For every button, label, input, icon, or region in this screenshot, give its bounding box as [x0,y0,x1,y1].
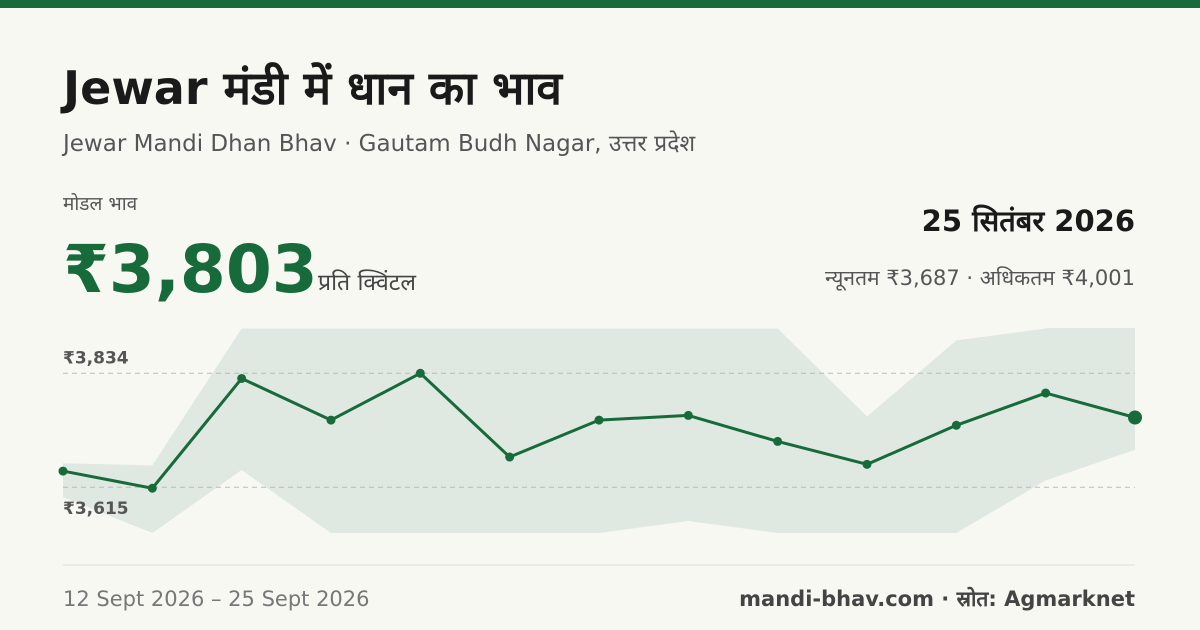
band-group [63,328,1135,533]
point [594,415,604,425]
price-label: मोडल भाव [63,192,138,215]
point [951,420,961,430]
point [415,368,425,378]
point [237,373,247,383]
y-tick-label: ₹3,834 [63,348,129,368]
subtitle: Jewar Mandi Dhan Bhav · Gautam Budh Naga… [61,130,695,157]
point [147,483,157,493]
point [326,415,336,425]
min-max-band [63,328,1135,533]
price-date: 25 सितंबर 2026 [922,204,1135,238]
point [773,436,783,446]
point [862,459,872,469]
y-tick-label: ₹3,615 [63,499,129,519]
footer-range: 12 Sept 2026 – 25 Sept 2026 [63,587,370,611]
price-value: ₹3,803 [63,231,318,308]
point [1128,410,1142,425]
footer-source: mandi-bhav.com · स्रोत: Agmarknet [739,586,1135,611]
price-unit: प्रति क्विंटल [318,269,416,296]
top-bar [0,0,1200,8]
title: Jewar मंडी में धान का भाव [60,61,563,115]
price-range: न्यूनतम ₹3,687 · अधिकतम ₹4,001 [825,266,1135,291]
point [505,452,515,462]
point [683,410,693,420]
point [58,466,68,476]
chart: ₹3,615 ₹3,834 [58,328,1142,533]
point [1041,388,1051,398]
